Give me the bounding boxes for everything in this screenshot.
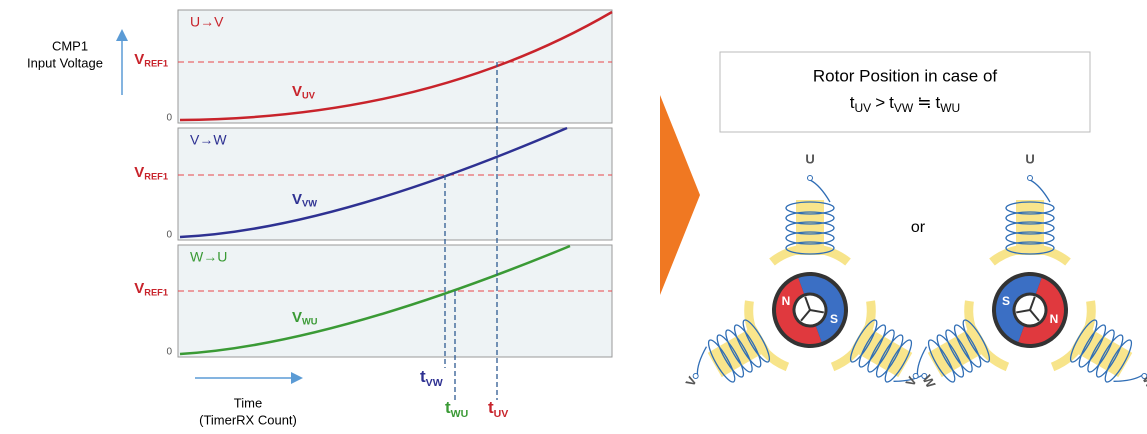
zero-label: 0 [166, 230, 172, 241]
ref-label-sub: REF1 [144, 59, 168, 69]
pole-label: S [830, 312, 838, 326]
ref-label-sub: REF1 [144, 288, 168, 298]
panel-title: W→U [190, 249, 227, 265]
curve-label-sub: VW [302, 199, 317, 209]
terminal [1028, 176, 1033, 181]
coil-core [851, 325, 913, 377]
curve-label-base: V [292, 83, 302, 100]
y-label: CMP1 [52, 38, 88, 53]
curve-label-base: V [292, 191, 302, 208]
coil [833, 301, 946, 410]
panel [178, 128, 612, 240]
coil-core [1016, 200, 1044, 255]
ref-label: VREF1 [134, 280, 168, 298]
zero-label: 0 [166, 347, 172, 358]
y-label: Input Voltage [27, 55, 103, 70]
panel [178, 10, 612, 123]
term-sub: WU [940, 101, 960, 115]
coil [895, 301, 1008, 410]
coil-core [928, 325, 990, 377]
diagram: CMP1Input VoltageU→VVREF10VUVV→WVREF10VV… [0, 0, 1147, 434]
panel-title: V→W [190, 132, 227, 148]
terminal [808, 176, 813, 181]
x-label: (TimerRX Count) [199, 412, 297, 427]
panel-title: U→V [190, 14, 224, 30]
coil [992, 176, 1068, 263]
arrow [660, 95, 700, 295]
curve-label-base: V [292, 309, 302, 326]
coil-core [708, 325, 770, 377]
time-label-sub: WU [451, 408, 469, 420]
caption: Rotor Position in case of [813, 66, 998, 85]
coil-core [796, 200, 824, 255]
ref-label-sub: REF1 [144, 172, 168, 182]
x-label: Time [234, 395, 262, 410]
ref-label: VREF1 [134, 51, 168, 69]
wire [810, 180, 830, 202]
curve-label-sub: UV [302, 91, 316, 101]
pole-label: N [1050, 312, 1059, 326]
coil-core [1071, 325, 1133, 377]
caption-box [720, 52, 1090, 132]
coil [772, 176, 848, 263]
zero-label: 0 [166, 113, 172, 124]
time-label: tWU [445, 398, 468, 419]
ref-label-base: V [134, 280, 144, 297]
terminal-label: U [1025, 151, 1034, 166]
time-label-sub: UV [494, 408, 509, 420]
ref-label-base: V [134, 51, 144, 68]
term-sub: UV [855, 101, 872, 115]
operator: > [875, 93, 885, 112]
time-label-sub: VW [426, 377, 443, 389]
operator: ≒ [917, 93, 931, 112]
ref-label: VREF1 [134, 164, 168, 182]
wire [1030, 180, 1050, 202]
ref-label-base: V [134, 164, 144, 181]
time-label: tUV [488, 398, 508, 419]
panel [178, 245, 612, 357]
coil [675, 301, 788, 410]
term-sub: VW [894, 101, 914, 115]
rotor [981, 261, 1078, 358]
pole-label: N [782, 294, 791, 308]
terminal-label: U [805, 151, 814, 166]
pole-label: S [1002, 294, 1010, 308]
rotor [761, 261, 858, 358]
separator: or [911, 219, 926, 236]
time-label: tVW [420, 367, 443, 388]
curve-label-sub: WU [302, 317, 318, 327]
